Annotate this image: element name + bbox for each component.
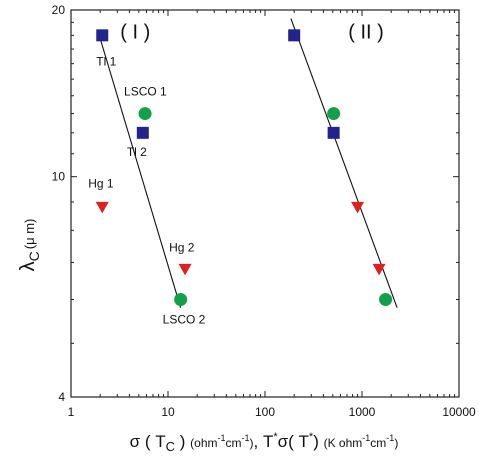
x-axis-part3-sup: * — [273, 431, 278, 443]
point-annotation: Hg 1 — [88, 176, 114, 190]
circle-point — [138, 107, 152, 121]
x-tick-label: 10000 — [442, 405, 476, 419]
y-axis-symbol: λ — [17, 261, 39, 271]
y-tick-label: 10 — [52, 170, 66, 184]
y-axis-unit: (μ m) — [22, 219, 37, 250]
point-annotation: Tl 1 — [96, 54, 116, 68]
axis-ticks: 1 10 100 1000 10000 4 10 20 — [52, 3, 476, 419]
circle-point — [379, 293, 393, 307]
fit-line — [290, 18, 398, 308]
x-axis-part4: σ( T — [278, 432, 309, 451]
x-axis-unit2-sup1: -1 — [362, 433, 370, 443]
x-axis-part5: ) — [313, 432, 323, 451]
x-axis-part3: T — [263, 432, 273, 451]
x-axis-unit2-mid: cm — [370, 436, 386, 450]
fit-lines — [97, 18, 398, 308]
x-axis-unit1-mid: cm — [226, 436, 242, 450]
circle-point — [327, 107, 341, 121]
x-axis-unit1-sup1: -1 — [218, 433, 226, 443]
data-points — [95, 29, 393, 307]
triangle-point — [351, 201, 365, 214]
x-tick-label: 1000 — [349, 405, 376, 419]
y-tick-label: 4 — [58, 390, 65, 404]
x-axis-unit2: (K ohm — [324, 436, 363, 450]
x-axis-unit1: (ohm — [190, 436, 217, 450]
x-axis-sep: , — [254, 432, 263, 451]
x-axis-part1-sub: C — [166, 439, 175, 454]
x-axis-unit1-end: ) — [250, 436, 254, 450]
plot-frame — [70, 9, 460, 398]
point-annotation: LSCO 1 — [124, 85, 167, 99]
panel-label: ( I ) — [120, 21, 150, 43]
square-point — [136, 126, 149, 139]
y-axis-title: λC(μ m) — [17, 219, 42, 272]
point-annotation: Hg 2 — [169, 240, 195, 254]
y-axis-subscript: C — [26, 251, 42, 261]
x-axis-unit2-sup2: -1 — [386, 433, 394, 443]
x-axis-title: σ ( TC ) (ohm-1cm-1), T*σ( T*) (K ohm-1c… — [130, 431, 399, 454]
x-axis-unit2-end: ) — [394, 436, 398, 450]
panel-label: ( II ) — [348, 21, 384, 43]
square-point — [288, 29, 301, 42]
x-axis-part1: σ ( T — [130, 432, 166, 451]
y-tick-label: 20 — [52, 3, 66, 17]
x-tick-label: 1 — [68, 405, 75, 419]
circle-point — [174, 293, 188, 307]
x-tick-label: 10 — [161, 405, 175, 419]
x-axis-unit1-sup2: -1 — [242, 433, 250, 443]
fit-line — [97, 31, 182, 308]
triangle-point — [178, 263, 192, 276]
square-point — [327, 126, 340, 139]
square-point — [96, 29, 109, 42]
triangle-point — [95, 201, 109, 214]
x-axis-part4-sup: * — [309, 431, 314, 443]
triangle-point — [372, 263, 386, 276]
point-annotation: Tl 2 — [127, 145, 147, 159]
x-tick-label: 100 — [255, 405, 275, 419]
annotations: Tl 1 LSCO 1 Tl 2 Hg 1 Hg 2 LSCO 2 ( I ) ( II ) — [88, 21, 384, 326]
x-axis-part2: ) — [175, 432, 190, 451]
point-annotation: LSCO 2 — [163, 313, 206, 327]
